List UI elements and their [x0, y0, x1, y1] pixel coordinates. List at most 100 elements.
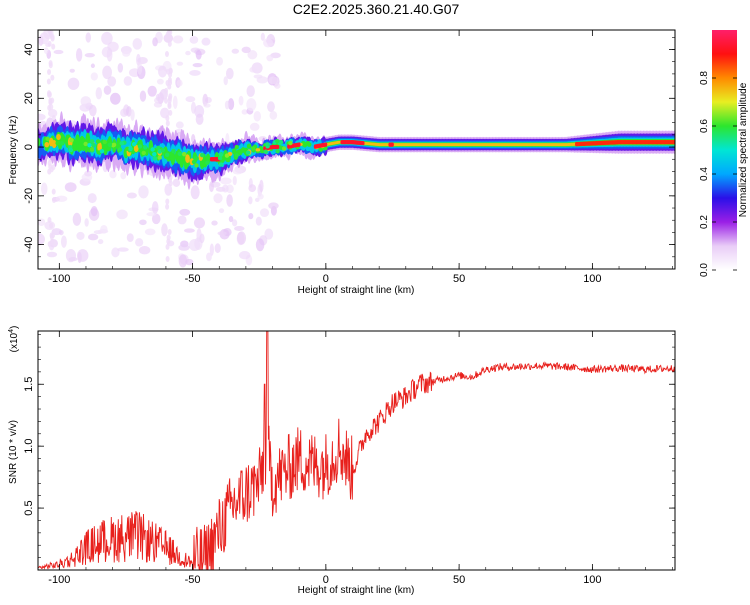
noise-blob: [97, 239, 104, 245]
spectral-speckle: [156, 145, 161, 150]
noise-blob: [65, 248, 77, 263]
noise-blob: [90, 206, 98, 217]
spectral-speckle: [205, 160, 210, 165]
spectral-speckle: [218, 162, 224, 167]
noise-blob: [254, 197, 260, 203]
spectral-speckle: [250, 146, 256, 151]
noise-blob: [218, 208, 225, 214]
noise-blob: [239, 250, 251, 260]
spectral-speckle: [55, 140, 60, 146]
x-tick-label: -100: [48, 273, 70, 285]
noise-blob: [151, 213, 161, 225]
noise-blob: [263, 38, 274, 48]
noise-streak: [164, 97, 169, 104]
noise-blob: [213, 193, 223, 204]
noise-blob: [157, 92, 164, 105]
noise-streak: [48, 62, 53, 69]
spectrogram-x-label: Height of straight line (km): [298, 285, 415, 296]
noise-streak: [47, 168, 52, 175]
y-tick-label: -20: [23, 188, 35, 204]
x-tick-label: 50: [453, 574, 465, 586]
noise-blob: [178, 244, 190, 251]
noise-streak: [49, 234, 54, 241]
spectral-speckle: [119, 141, 125, 146]
noise-blob: [267, 101, 275, 113]
noise-blob: [38, 218, 46, 226]
noise-blob: [46, 251, 58, 258]
noise-blob: [172, 95, 178, 110]
spectral-peak: [324, 142, 328, 147]
colorbar: 0.0 0.2 0.4 0.6 0.8 Normalized spectral ampl…: [699, 30, 749, 277]
spectrogram-y-ticks: -40 -20 0 20 40: [23, 37, 675, 270]
noise-blob: [43, 47, 49, 54]
noise-blob: [206, 252, 212, 262]
noise-streak: [165, 203, 170, 210]
noise-blob: [152, 37, 158, 47]
spectral-speckle: [275, 148, 280, 154]
spectral-speckle: [137, 144, 143, 149]
noise-blob: [247, 50, 258, 60]
spectral-speckle: [177, 151, 183, 157]
spectral-speckle: [181, 151, 187, 157]
noise-blob: [176, 61, 184, 66]
noise-blob: [126, 233, 134, 242]
y-tick-label: 40: [23, 43, 35, 55]
noise-streak: [47, 160, 52, 167]
figure-title: C2E2.2025.360.21.40.G07: [293, 1, 460, 17]
noise-blob: [225, 67, 234, 80]
noise-streak: [164, 51, 169, 58]
noise-blob: [137, 61, 143, 75]
noise-blob: [164, 183, 173, 196]
spectral-speckle: [224, 153, 230, 158]
noise-blob: [172, 178, 181, 187]
noise-blob: [38, 233, 45, 246]
spectral-speckle: [199, 152, 205, 158]
noise-blob: [199, 233, 205, 244]
noise-blob: [40, 182, 48, 195]
noise-streak: [47, 241, 52, 248]
noise-blob: [249, 66, 257, 73]
noise-streak: [50, 97, 55, 104]
noise-blob: [122, 50, 131, 57]
noise-blob: [69, 68, 75, 73]
spectral-speckle: [125, 146, 130, 152]
noise-streak: [51, 114, 56, 121]
spectral-cell: [306, 142, 312, 147]
noise-blob: [259, 179, 264, 193]
noise-blob: [178, 254, 188, 268]
spectral-speckle: [152, 151, 157, 157]
x-tick-label: -50: [185, 574, 201, 586]
noise-blob: [259, 208, 270, 218]
spectral-speckle: [45, 136, 50, 142]
y-tick-label: 20: [23, 92, 35, 104]
snr-multiplier: (x104): [8, 326, 20, 353]
noise-blob: [89, 104, 97, 117]
noise-streak: [51, 43, 56, 50]
noise-blob: [248, 213, 254, 220]
noise-blob: [130, 109, 135, 121]
noise-blob: [195, 113, 204, 125]
spectral-speckle: [95, 139, 101, 144]
colorbar-ticks: 0.0 0.2 0.4 0.6 0.8: [699, 71, 737, 277]
x-tick-label: 100: [583, 273, 601, 285]
noise-blob: [126, 192, 137, 199]
y-tick-label: 1.5: [23, 377, 35, 392]
noise-streak: [165, 198, 170, 205]
noise-streak: [49, 104, 54, 111]
x-tick-label: 0: [323, 574, 329, 586]
noise-blob: [67, 77, 80, 91]
noise-blob: [189, 70, 201, 76]
spectral-speckle: [128, 146, 133, 152]
snr-series-line: [38, 331, 675, 570]
spectral-speckle: [89, 147, 95, 152]
colorbar-label: Normalized spectral amplitude: [738, 82, 749, 217]
noise-streak: [168, 109, 173, 116]
x-tick-label: -50: [185, 273, 201, 285]
spectral-cell: [246, 143, 252, 149]
spectral-speckle: [150, 147, 155, 152]
noise-streak: [47, 40, 52, 47]
noise-blob: [241, 46, 251, 54]
colorbar-tick-label: 0.4: [699, 167, 710, 181]
noise-blob: [47, 109, 58, 118]
noise-streak: [168, 68, 173, 75]
